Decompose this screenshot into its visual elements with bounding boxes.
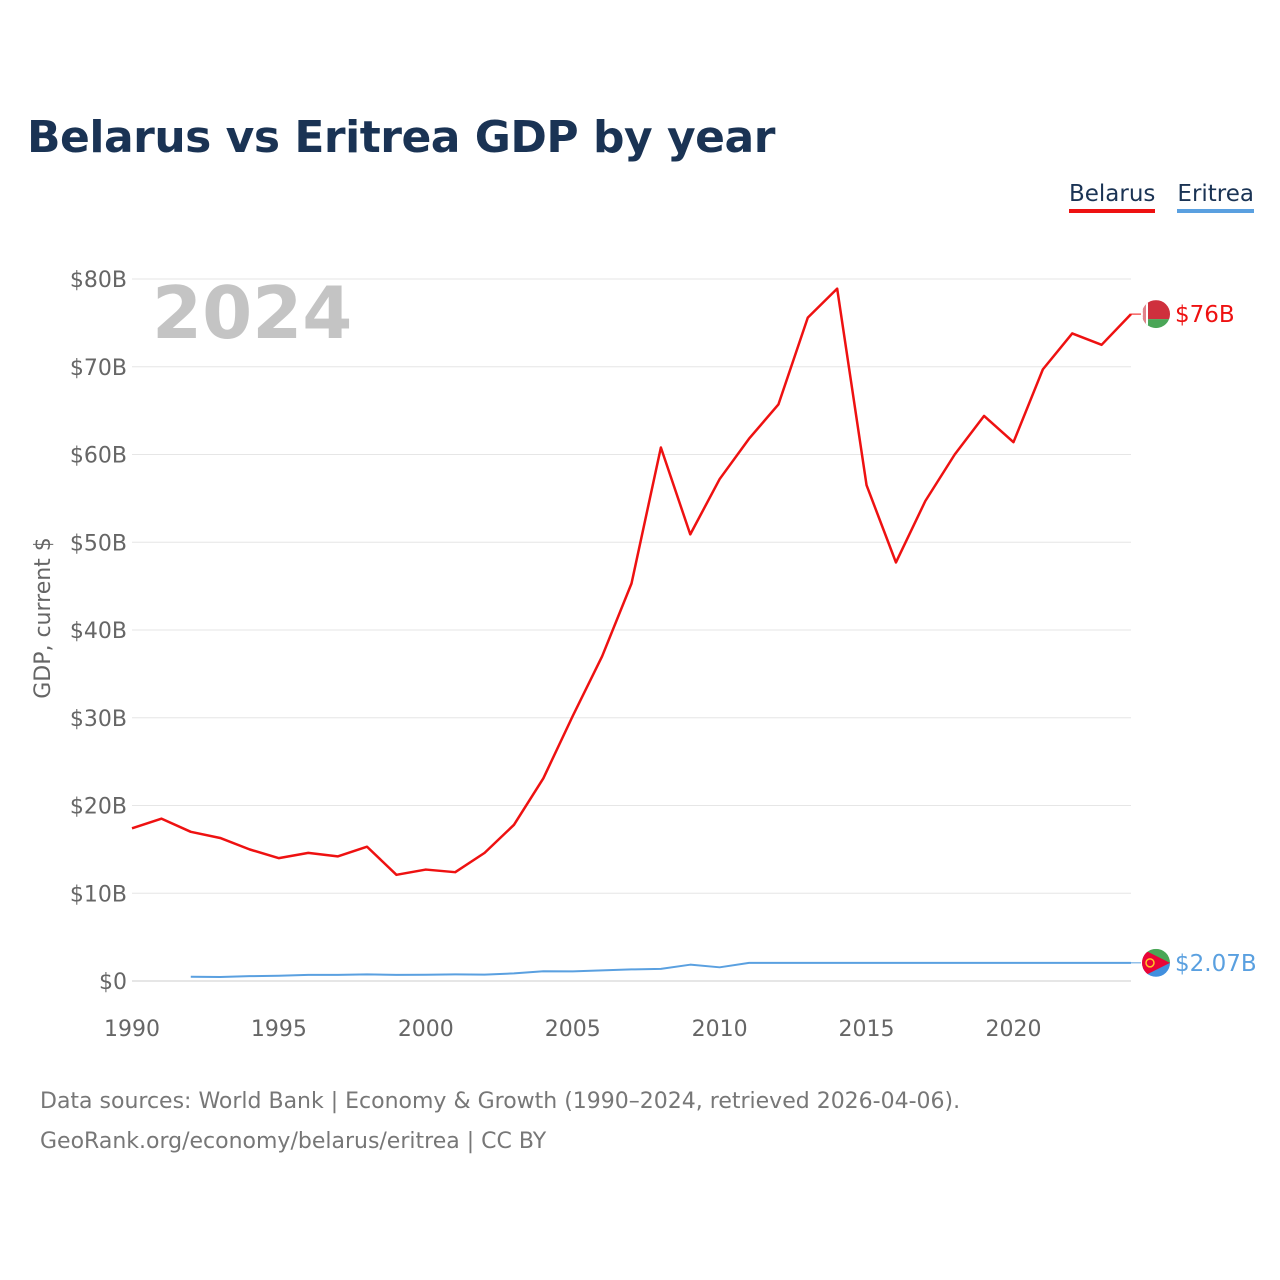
y-tick-label: $0: [99, 970, 127, 995]
x-tick-label: 2020: [985, 1017, 1041, 1042]
y-tick-label: $20B: [70, 795, 127, 820]
y-tick-label: $80B: [70, 268, 127, 293]
gridlines: [132, 278, 1131, 982]
x-axis-ticks: 1990 1995 2000 2005 2010 2015 2020: [104, 1017, 1041, 1042]
legend-item-eritrea[interactable]: Eritrea: [1177, 181, 1254, 213]
flag-belarus-icon: [1142, 300, 1170, 329]
footer-attribution[interactable]: GeoRank.org/economy/belarus/eritrea | CC…: [40, 1129, 547, 1154]
y-axis-ticks: $0 $10B $20B $30B $40B $50B $60B $70B $80B: [70, 268, 127, 995]
y-tick-label: $60B: [70, 444, 127, 469]
end-label-eritrea: $2.07B: [1175, 951, 1257, 977]
x-tick-label: 1990: [104, 1017, 160, 1042]
y-tick-label: $50B: [70, 531, 127, 556]
end-label-belarus: $76B: [1175, 302, 1235, 328]
y-tick-label: $40B: [70, 619, 127, 644]
y-tick-label: $30B: [70, 707, 127, 732]
legend: Belarus Eritrea: [1068, 181, 1254, 213]
x-tick-label: 2000: [398, 1017, 454, 1042]
footer-sources: Data sources: World Bank | Economy & Gro…: [40, 1089, 961, 1114]
footer: Data sources: World Bank | Economy & Gro…: [40, 1082, 960, 1162]
series-line-belarus: [131, 287, 1132, 877]
y-tick-label: $10B: [70, 882, 127, 907]
year-watermark: 2024: [152, 271, 352, 355]
series-lines: [131, 287, 1132, 979]
chart-title: Belarus vs Eritrea GDP by year: [27, 112, 775, 163]
x-tick-label: 2005: [545, 1017, 601, 1042]
end-markers: $76B $2.07B: [1131, 300, 1257, 977]
x-tick-label: 1995: [251, 1017, 307, 1042]
flag-eritrea-icon: [1142, 948, 1170, 977]
legend-item-belarus[interactable]: Belarus: [1068, 181, 1156, 213]
y-axis-label: GDP, current $: [31, 537, 56, 699]
x-tick-label: 2010: [692, 1017, 748, 1042]
x-tick-label: 2015: [839, 1017, 895, 1042]
line-chart: $0$10B$20B$30B$40B$50B$60B$70B$80B 1990 1…: [31, 268, 1257, 1042]
y-tick-label: $70B: [70, 356, 127, 381]
series-line-eritrea: [190, 961, 1131, 979]
